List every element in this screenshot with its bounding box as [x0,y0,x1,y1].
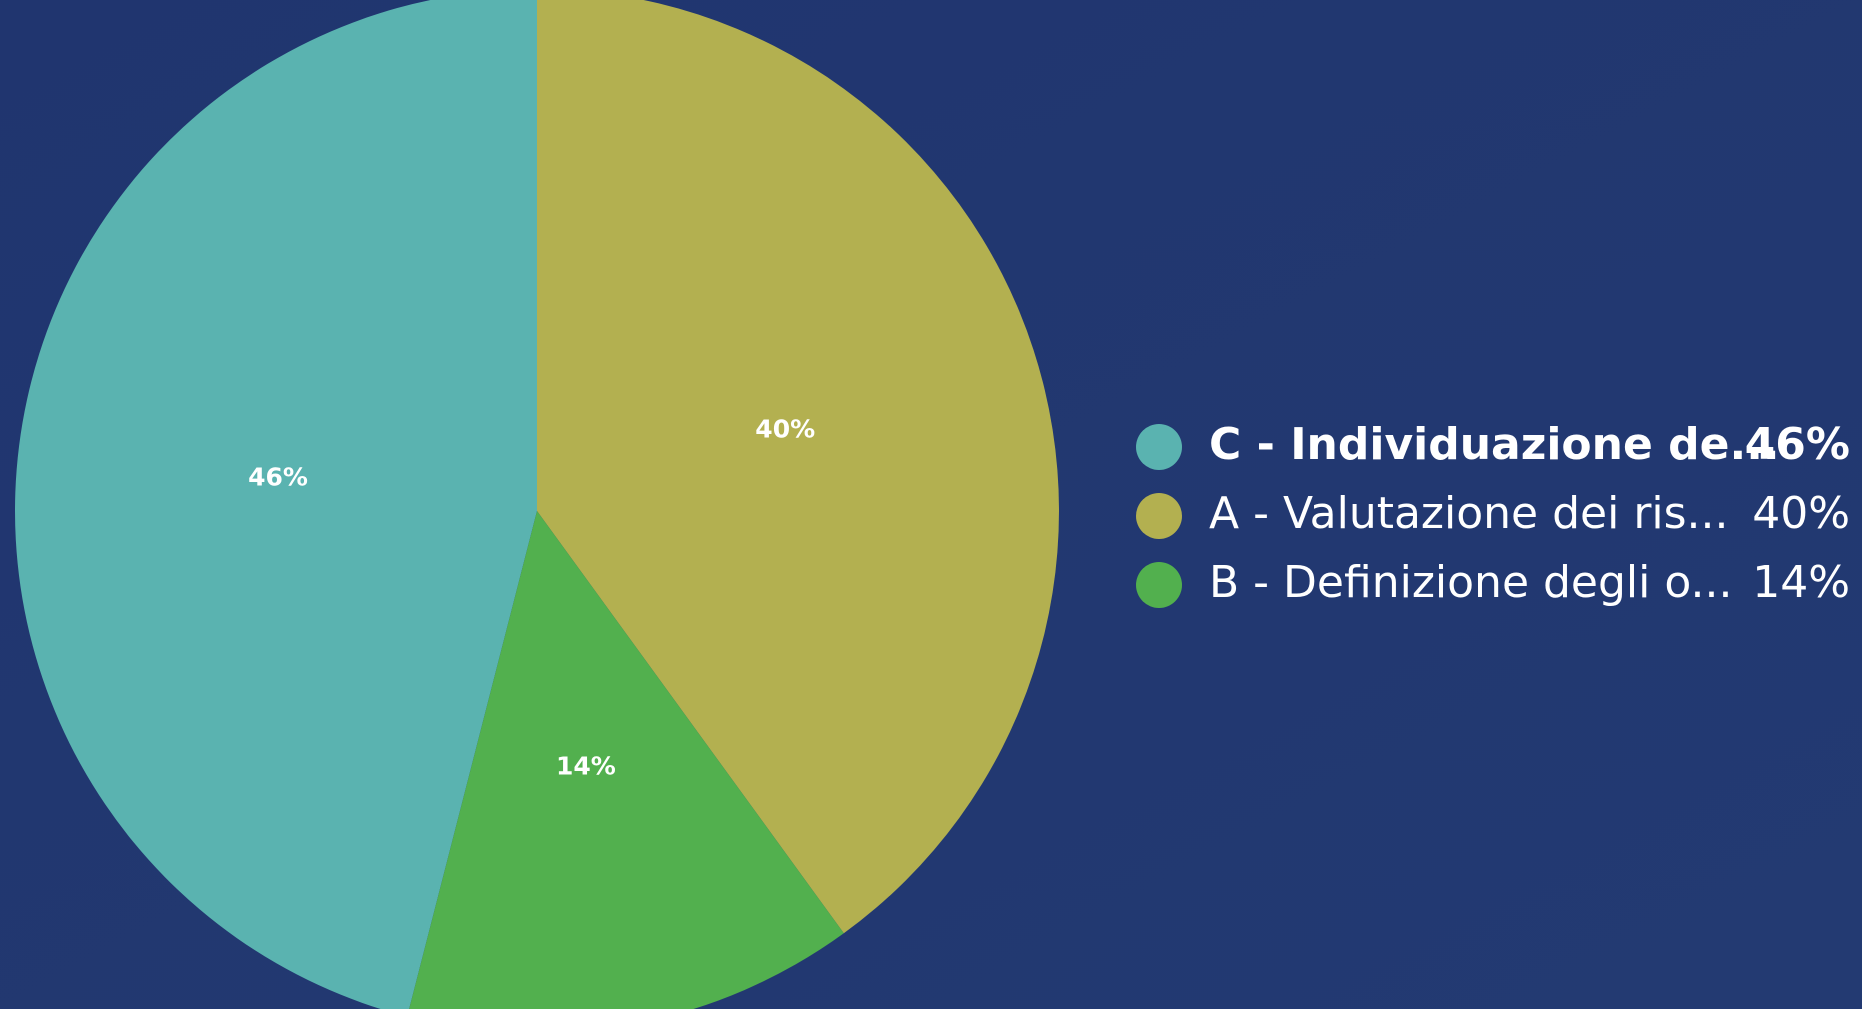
legend-swatch[interactable] [1136,424,1182,470]
slice-label: 46% [248,462,308,491]
legend-label[interactable]: C - Individuazione de... [1209,419,1780,470]
legend-value[interactable]: 40% [1752,488,1850,539]
legend-swatch[interactable] [1136,562,1182,608]
pie-slice [537,0,1059,934]
slice-label: 40% [755,414,815,443]
legend-label[interactable]: B - Definizione degli o... [1209,557,1732,608]
legend-label[interactable]: A - Valutazione dei ris... [1209,488,1729,539]
slice-label: 14% [556,751,616,780]
legend-value[interactable]: 46% [1745,419,1850,470]
legend-value[interactable]: 14% [1752,557,1850,608]
legend-swatch[interactable] [1136,493,1182,539]
pie-slice [15,0,537,1009]
pie-slice [409,511,844,1009]
